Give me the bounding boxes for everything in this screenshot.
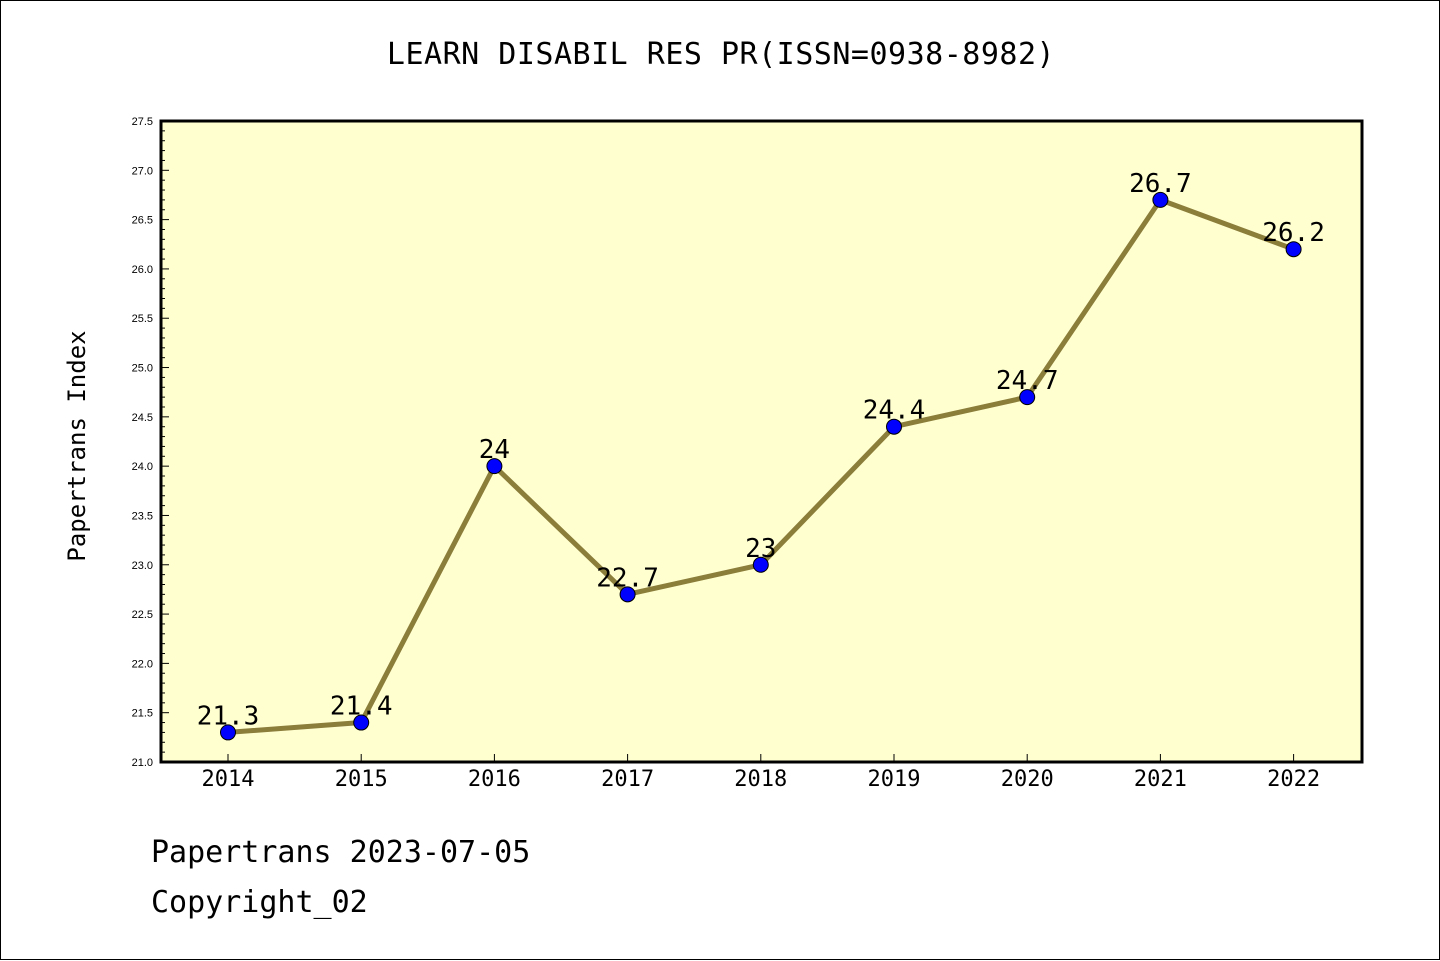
chart-title: LEARN DISABIL RES PR(ISSN=0938-8982) (386, 37, 1056, 72)
data-label: 24.7 (996, 366, 1059, 396)
data-label: 21.3 (197, 701, 260, 731)
plot-border (159, 119, 1364, 764)
data-label: 23 (745, 534, 776, 564)
y-tick-label: 25.5 (132, 313, 153, 325)
data-point-2015 (353, 714, 370, 731)
x-tick-label: 2017 (601, 767, 654, 792)
y-tick-label: 21.5 (132, 708, 153, 720)
data-point-2022 (1285, 241, 1302, 258)
y-tick-label: 21.0 (132, 757, 153, 769)
data-point-2017 (619, 586, 636, 603)
series-line-group (220, 191, 1302, 741)
data-point-2019 (886, 418, 902, 435)
y-tick-label: 22.0 (132, 658, 153, 670)
y-tick-label: 26.5 (132, 215, 153, 227)
footer-date: Papertrans 2023-07-05 (151, 835, 531, 870)
data-label: 21.4 (330, 692, 393, 722)
data-label: 24 (479, 435, 510, 465)
plot-area (161, 121, 1362, 762)
x-tick-label: 2014 (202, 767, 255, 792)
x-tick-label: 2015 (335, 767, 388, 792)
y-tick-label: 23.5 (132, 510, 153, 522)
y-tick-label: 22.5 (132, 609, 153, 621)
y-tick-label: 27.0 (132, 165, 153, 177)
x-tick-label: 2020 (1001, 767, 1054, 792)
y-tick-label: 24.0 (132, 461, 153, 473)
y-tick-label: 27.5 (132, 116, 153, 128)
data-label: 26.2 (1262, 218, 1325, 248)
x-tick-label: 2019 (868, 767, 921, 792)
data-point-2014 (220, 724, 236, 741)
y-tick-label: 26.0 (132, 264, 153, 276)
y-tick-label: 24.5 (132, 412, 153, 424)
y-tick-label: 25.0 (132, 363, 153, 375)
x-tick-label: 2016 (468, 767, 521, 792)
data-point-2018 (752, 556, 769, 573)
data-point-2021 (1152, 191, 1169, 208)
data-labels: 21.0 21.5 22.0 22.5 23.0 23.5 24.0 24.5 25.0 25.5… (132, 116, 1325, 792)
x-tick-label: 2021 (1134, 767, 1187, 792)
data-point-2016 (486, 458, 503, 475)
data-label: 26.7 (1129, 169, 1192, 199)
data-point-2020 (1019, 389, 1036, 406)
x-tick-label: 2018 (734, 767, 787, 792)
data-label: 22.7 (596, 563, 659, 593)
x-tick-label: 2022 (1267, 767, 1320, 792)
data-label: 24.4 (863, 396, 926, 426)
footer-copyright: Copyright_02 (151, 885, 368, 920)
y-tick-label: 23.0 (132, 560, 153, 572)
